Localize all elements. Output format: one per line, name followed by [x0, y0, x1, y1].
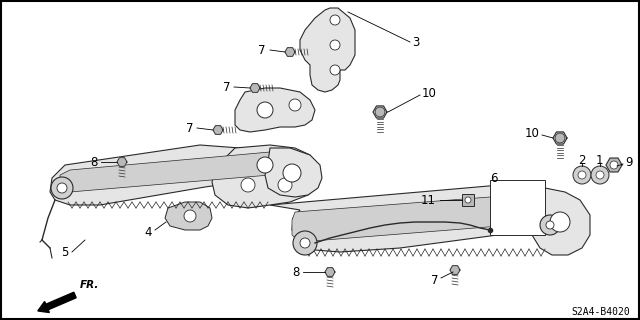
- Text: 5: 5: [61, 245, 68, 259]
- Polygon shape: [270, 185, 565, 252]
- Circle shape: [293, 231, 317, 255]
- Polygon shape: [300, 8, 355, 92]
- FancyArrow shape: [38, 292, 76, 313]
- Text: 7: 7: [223, 81, 230, 93]
- Polygon shape: [60, 152, 280, 192]
- Circle shape: [578, 171, 586, 179]
- Polygon shape: [165, 202, 212, 230]
- Text: 4: 4: [145, 226, 152, 238]
- Circle shape: [257, 102, 273, 118]
- Text: 8: 8: [292, 266, 300, 278]
- Circle shape: [57, 183, 67, 193]
- Polygon shape: [50, 145, 290, 205]
- Text: 3: 3: [412, 36, 419, 49]
- Circle shape: [540, 215, 560, 235]
- Text: 7: 7: [257, 44, 265, 57]
- Circle shape: [278, 178, 292, 192]
- Text: 8: 8: [91, 156, 98, 169]
- Circle shape: [596, 171, 604, 179]
- Circle shape: [610, 161, 618, 169]
- Bar: [462, 194, 474, 206]
- Circle shape: [51, 177, 73, 199]
- Polygon shape: [325, 268, 335, 276]
- Polygon shape: [450, 266, 460, 274]
- Text: FR.: FR.: [80, 280, 99, 290]
- Polygon shape: [250, 84, 260, 92]
- Polygon shape: [117, 158, 127, 166]
- Polygon shape: [285, 48, 295, 56]
- Text: 11: 11: [421, 194, 436, 206]
- Text: 7: 7: [431, 274, 438, 286]
- Circle shape: [184, 210, 196, 222]
- Text: 10: 10: [422, 86, 437, 100]
- Circle shape: [591, 166, 609, 184]
- Polygon shape: [606, 158, 622, 172]
- Text: S2A4-B4020: S2A4-B4020: [572, 307, 630, 317]
- Circle shape: [289, 99, 301, 111]
- Text: 9: 9: [625, 156, 632, 169]
- Polygon shape: [532, 188, 590, 255]
- Text: 7: 7: [186, 122, 193, 134]
- Circle shape: [257, 157, 273, 173]
- Polygon shape: [373, 106, 387, 118]
- Polygon shape: [553, 132, 567, 144]
- Polygon shape: [292, 192, 560, 242]
- Circle shape: [283, 164, 301, 182]
- Text: 2: 2: [578, 154, 586, 166]
- Text: 6: 6: [490, 172, 497, 185]
- Bar: [490, 180, 545, 235]
- Circle shape: [330, 40, 340, 50]
- Text: 1: 1: [596, 154, 604, 166]
- Circle shape: [241, 178, 255, 192]
- Circle shape: [546, 221, 554, 229]
- Polygon shape: [265, 148, 322, 197]
- Circle shape: [330, 65, 340, 75]
- Circle shape: [573, 166, 591, 184]
- Text: 10: 10: [525, 126, 540, 140]
- Polygon shape: [212, 145, 318, 208]
- Polygon shape: [235, 88, 315, 132]
- Circle shape: [330, 15, 340, 25]
- Circle shape: [300, 238, 310, 248]
- Circle shape: [550, 212, 570, 232]
- Circle shape: [465, 197, 471, 203]
- Polygon shape: [213, 126, 223, 134]
